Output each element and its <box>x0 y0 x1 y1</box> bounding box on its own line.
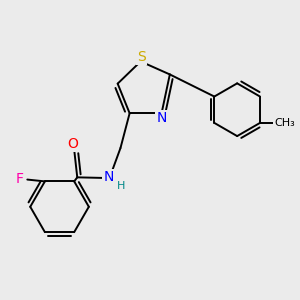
Text: H: H <box>117 181 125 191</box>
Text: N: N <box>103 169 114 184</box>
Text: F: F <box>16 172 24 186</box>
Text: CH₃: CH₃ <box>274 118 295 128</box>
Text: N: N <box>156 111 167 124</box>
Text: O: O <box>68 137 78 151</box>
Text: S: S <box>137 50 146 64</box>
